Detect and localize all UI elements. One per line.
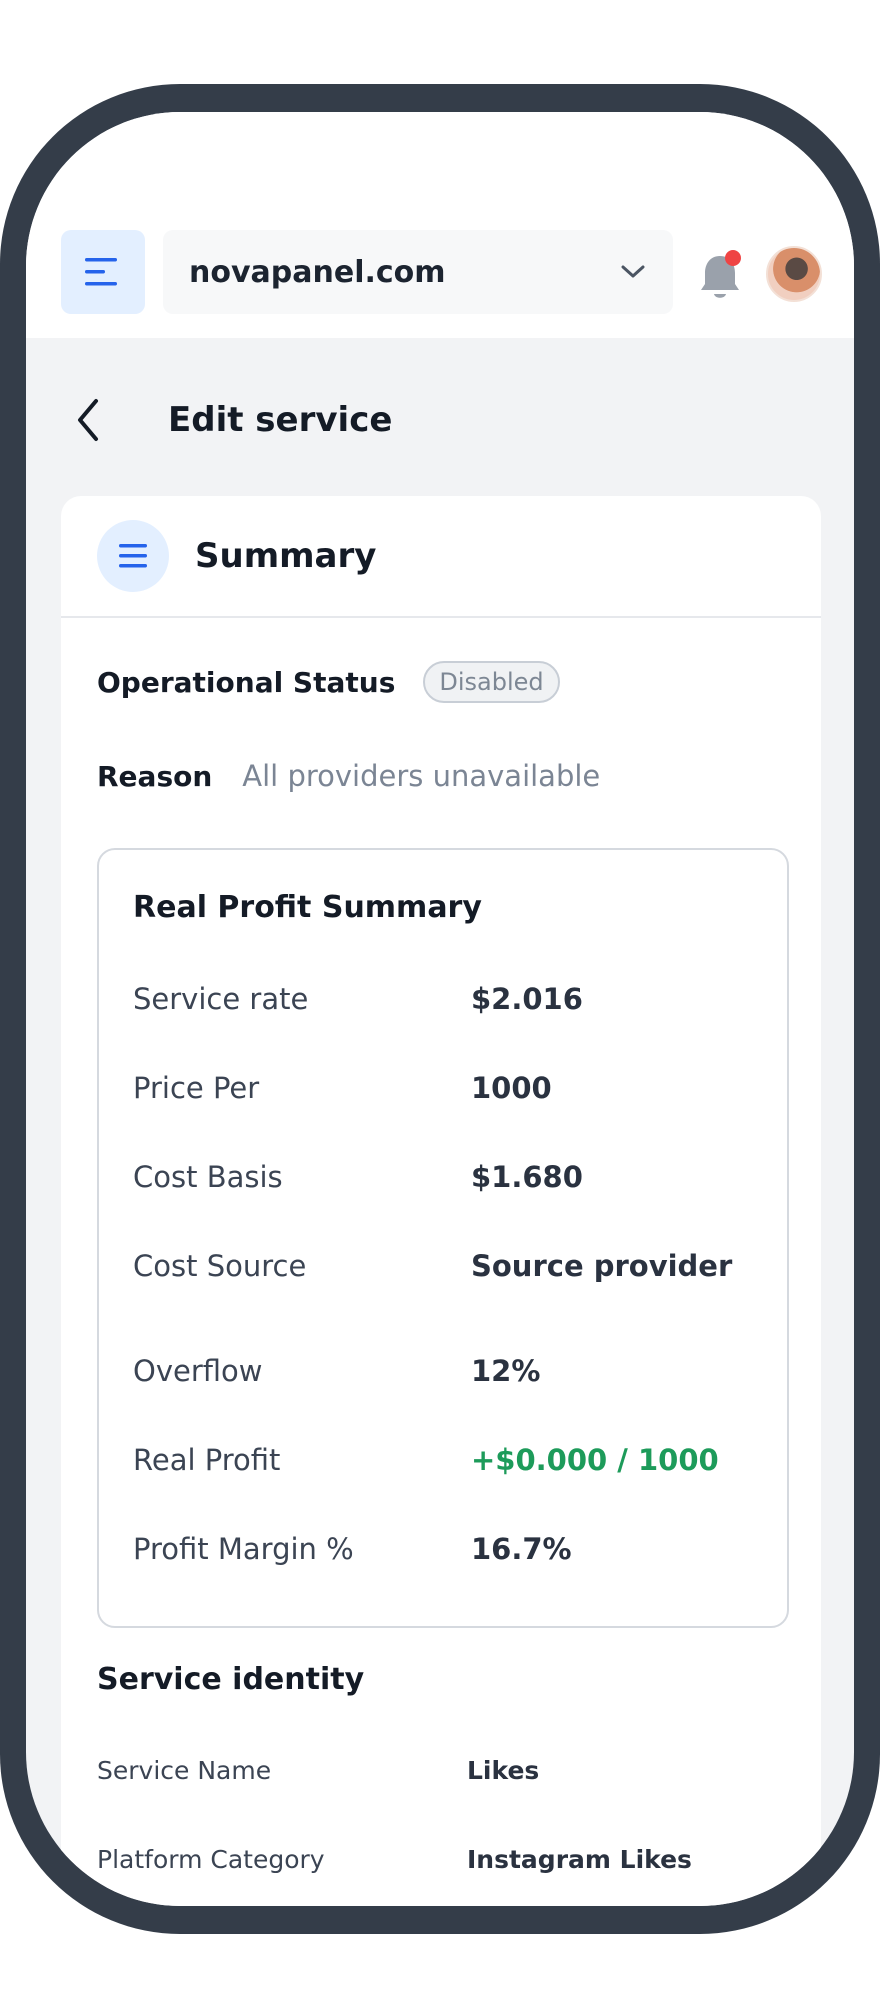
identity-row-service-name: Service Name Likes	[97, 1750, 797, 1790]
status-badge: Disabled	[423, 661, 560, 703]
profit-row-label: Cost Source	[133, 1249, 307, 1283]
back-button[interactable]	[74, 390, 120, 450]
identity-row-platform-category: Platform Category Instagram Likes	[97, 1839, 797, 1879]
domain-selector[interactable]: novapanel.com	[163, 230, 673, 314]
card-title: Summary	[195, 536, 377, 576]
identity-row-label: Platform Category	[97, 1844, 325, 1874]
profit-row-value: +$0.000 / 1000	[471, 1443, 719, 1477]
identity-row-label: Service Name	[97, 1755, 272, 1785]
service-identity-title: Service identity	[97, 1662, 365, 1697]
page-title: Edit service	[168, 400, 393, 440]
profit-row-overflow: Overflow 12%	[133, 1348, 753, 1394]
user-avatar[interactable]	[766, 246, 822, 302]
summary-card: Summary Operational Status Disabled Reas…	[61, 496, 821, 1906]
page-title-row: Edit service	[74, 390, 392, 450]
profit-row-value: 16.7%	[471, 1532, 572, 1566]
operational-status-row: Operational Status Disabled	[97, 658, 560, 706]
profit-row-value: Source provider	[471, 1249, 733, 1283]
back-arrow-icon	[78, 399, 98, 441]
profit-row-cost-source: Cost Source Source provider	[133, 1243, 753, 1289]
profit-row-profit-margin: Profit Margin % 16.7%	[133, 1526, 753, 1572]
profit-row-label: Cost Basis	[133, 1160, 283, 1194]
identity-row-value: Likes	[467, 1755, 540, 1785]
reason-label: Reason	[97, 759, 213, 793]
reason-row: Reason All providers unavailable	[97, 752, 600, 800]
profit-row-label: Real Profit	[133, 1443, 281, 1477]
profit-row-price-per: Price Per 1000	[133, 1065, 753, 1111]
device-frame: novapanel.com Edit service	[0, 84, 880, 1934]
profit-row-value: 1000	[471, 1071, 552, 1105]
menu-icon	[85, 258, 117, 286]
app-screen: novapanel.com Edit service	[26, 112, 854, 1906]
profit-row-value: 12%	[471, 1354, 541, 1388]
notifications-button[interactable]	[696, 248, 744, 304]
menu-button[interactable]	[61, 230, 145, 314]
profit-summary-title: Real Profit Summary	[133, 890, 482, 925]
bell-icon	[701, 250, 741, 298]
list-icon	[119, 544, 147, 568]
top-bar: novapanel.com	[26, 112, 854, 338]
chevron-down-icon	[621, 265, 645, 278]
list-icon-badge	[97, 520, 169, 592]
profit-row-service-rate: Service rate $2.016	[133, 976, 753, 1022]
profit-row-cost-basis: Cost Basis $1.680	[133, 1154, 753, 1200]
notification-dot	[725, 250, 741, 266]
profit-row-real-profit: Real Profit +$0.000 / 1000	[133, 1437, 753, 1483]
profit-row-label: Overflow	[133, 1354, 263, 1388]
profit-row-value: $2.016	[471, 982, 583, 1016]
profit-row-label: Profit Margin %	[133, 1532, 354, 1566]
profit-row-label: Service rate	[133, 982, 309, 1016]
profit-row-label: Price Per	[133, 1071, 260, 1105]
profit-row-value: $1.680	[471, 1160, 583, 1194]
domain-name: novapanel.com	[189, 254, 446, 290]
reason-value: All providers unavailable	[242, 759, 601, 793]
operational-status-label: Operational Status	[97, 665, 396, 699]
identity-row-value: Instagram Likes	[467, 1844, 692, 1874]
real-profit-summary: Real Profit Summary Service rate $2.016 …	[97, 848, 789, 1628]
card-header: Summary	[61, 496, 821, 618]
